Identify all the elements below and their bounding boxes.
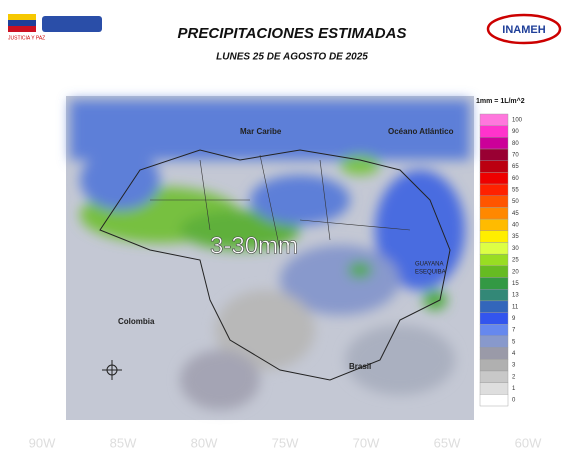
legend: 1mm = 1L/m^2 100908070656055504540353025…: [476, 97, 525, 407]
logo-right-text: INAMEH: [502, 24, 545, 36]
label-ocean: Océano Atlántico: [388, 127, 454, 136]
legend-swatch: [479, 312, 509, 325]
legend-swatch: [479, 113, 509, 126]
legend-swatch: [479, 347, 509, 360]
legend-swatch: [479, 195, 509, 208]
precip-field: [70, 100, 470, 410]
legend-swatch: [479, 300, 509, 313]
legend-label: 90: [512, 129, 519, 135]
legend-label: 70: [512, 152, 519, 158]
annotation: 3-30mm: [210, 232, 298, 259]
state-borders: [150, 154, 411, 251]
legend-swatch: [479, 277, 509, 290]
legend-swatch: [479, 148, 509, 161]
legend-title: 1mm = 1L/m^2: [476, 97, 525, 105]
legend-label: 15: [512, 281, 519, 287]
legend-swatch: [479, 207, 509, 220]
legend-label: 9: [512, 316, 516, 322]
legend-label: 80: [512, 141, 519, 147]
legend-label: 20: [512, 269, 519, 275]
legend-label: 3: [512, 363, 516, 369]
legend-label: 5: [512, 339, 516, 345]
legend-swatch: [479, 394, 509, 407]
longitude-label: 90W: [29, 435, 56, 450]
legend-swatch: [479, 370, 509, 383]
legend-swatch: [479, 125, 509, 138]
legend-swatch: [479, 359, 509, 372]
label-esequiba: ESEQUIBA: [415, 270, 446, 276]
map: Mar Caribe Océano Atlántico Colombia Bra…: [66, 96, 474, 420]
legend-label: 60: [512, 176, 519, 182]
longitude-label: 75W: [272, 435, 299, 450]
longitude-label: 65W: [434, 435, 461, 450]
legend-swatch: [479, 218, 509, 231]
title: PRECIPITACIONES ESTIMADAS: [178, 25, 407, 42]
legend-label: 1: [512, 386, 516, 392]
longitude-label: 85W: [110, 435, 137, 450]
legend-swatch: [479, 335, 509, 348]
label-sea: Mar Caribe: [240, 127, 282, 136]
label-guayana: GUAYANA: [415, 262, 443, 268]
legend-label: 2: [512, 374, 516, 380]
legend-swatch: [479, 242, 509, 255]
legend-label: 25: [512, 258, 519, 264]
label-brasil: Brasil: [349, 362, 371, 371]
longitude-labels: 90W 85W 80W 75W 70W 65W 60W: [29, 435, 542, 450]
legend-label: 50: [512, 199, 519, 205]
longitude-label: 80W: [191, 435, 218, 450]
logo-right: INAMEH: [486, 13, 562, 45]
legend-label: 45: [512, 211, 519, 217]
country-border: [99, 149, 451, 381]
legend-label: 40: [512, 223, 519, 229]
legend-label: 65: [512, 164, 519, 170]
logo-left: JUSTICIA Y PAZ: [8, 14, 102, 41]
legend-swatch: [479, 253, 509, 267]
legend-swatch: [479, 324, 509, 337]
compass: [102, 360, 122, 380]
legend-label: 0: [512, 398, 516, 404]
legend-label: 7: [512, 328, 516, 334]
legend-label: 35: [512, 234, 519, 240]
legend-label: 55: [512, 187, 519, 193]
legend-swatch: [479, 183, 509, 196]
legend-swatch: [479, 137, 509, 150]
legend-swatch: [479, 230, 509, 243]
legend-label: 30: [512, 246, 519, 252]
legend-swatch: [479, 160, 509, 173]
logo-left-text: JUSTICIA Y PAZ: [8, 35, 45, 41]
longitude-label: 70W: [353, 435, 380, 450]
legend-label: 100: [512, 117, 523, 123]
legend-swatch: [479, 289, 509, 302]
subtitle: LUNES 25 DE AGOSTO DE 2025: [216, 52, 368, 63]
legend-label: 11: [512, 304, 519, 310]
legend-label: 4: [512, 351, 516, 357]
longitude-label: 60W: [515, 435, 542, 450]
label-colombia: Colombia: [118, 317, 155, 326]
legend-label: 13: [512, 293, 519, 299]
legend-swatch: [479, 382, 509, 395]
legend-swatch: [479, 172, 509, 185]
legend-swatch: [479, 265, 509, 278]
